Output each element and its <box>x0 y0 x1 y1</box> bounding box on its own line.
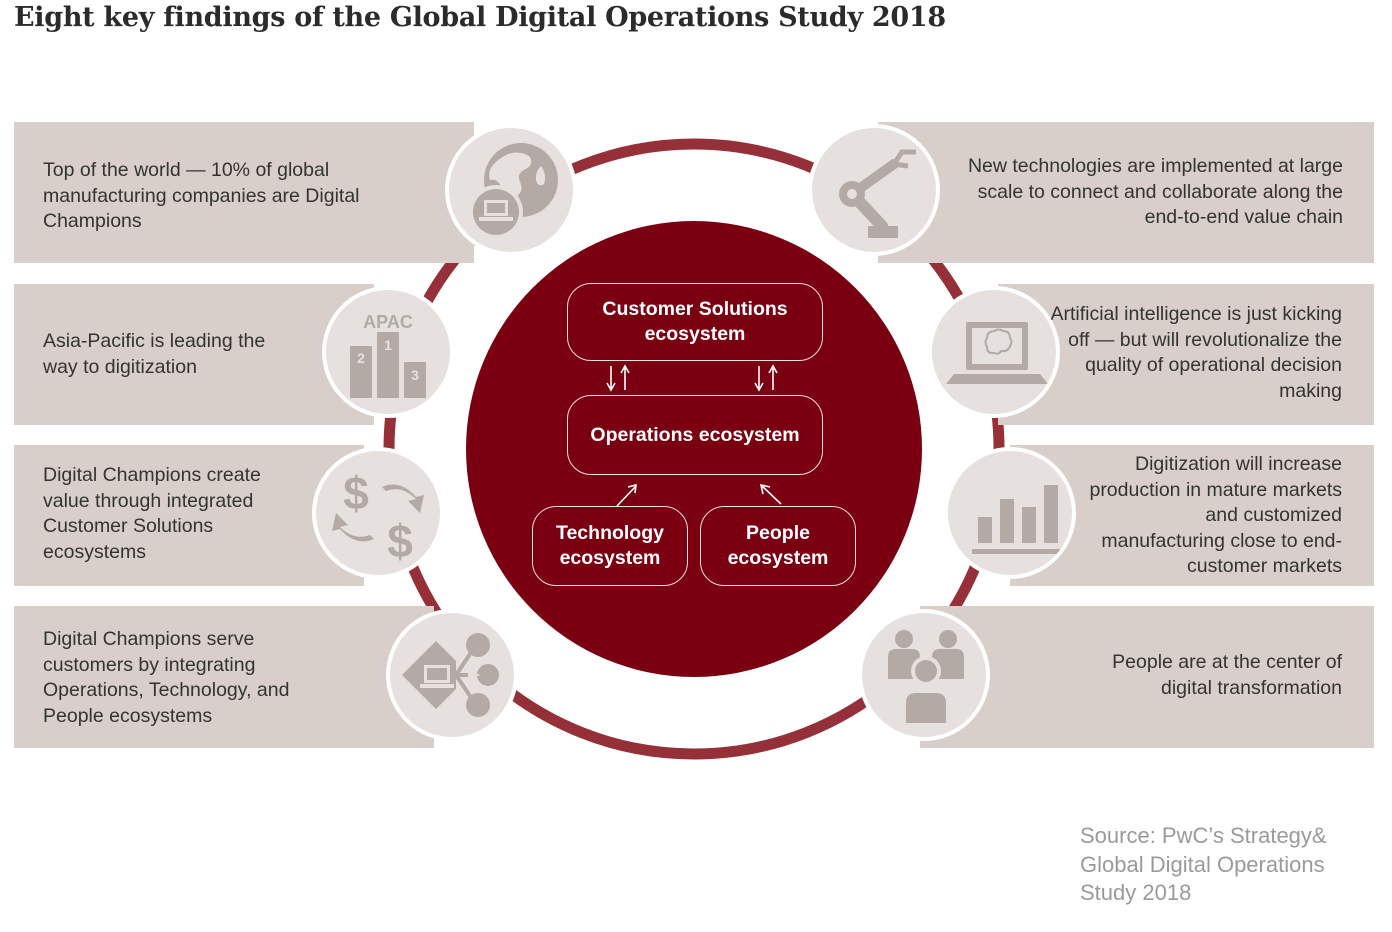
flow-arrows <box>606 364 782 507</box>
finding-text-right-1: New technologies are implemented at larg… <box>967 155 1343 228</box>
core-circle <box>466 221 922 677</box>
svg-text:1: 1 <box>384 337 392 353</box>
people-ecosystem-box: People ecosystem <box>700 506 856 586</box>
finding-icon-right-1 <box>808 124 940 256</box>
finding-icon-right-2 <box>928 286 1060 418</box>
finding-panel-left-4 <box>14 606 434 748</box>
finding-text-right-4: People are at the center of digital tran… <box>1112 651 1342 699</box>
svg-text:APAC: APAC <box>363 312 413 332</box>
apac-podium-icon: APAC 2 1 3 <box>350 312 426 398</box>
finding-text-left-4: Digital Champions serve customers by int… <box>43 628 290 727</box>
finding-text-left-1: Top of the world — 10% of global manufac… <box>43 159 360 232</box>
page-title: Eight key findings of the Global Digital… <box>14 2 946 33</box>
bar-chart-icon <box>972 485 1064 554</box>
finding-panel-left-2 <box>14 284 374 425</box>
finding-icon-left-1 <box>445 124 577 256</box>
svg-text:$: $ <box>343 467 369 519</box>
customer-solutions-ecosystem-box: Customer Solutions ecosystem <box>567 283 823 361</box>
finding-text-left-2: Asia-Pacific is leading the way to digit… <box>43 330 266 378</box>
finding-icon-left-4 <box>386 609 518 741</box>
finding-icon-right-4 <box>858 609 990 741</box>
dollar-exchange-icon: $ $ <box>332 467 424 567</box>
finding-panel-left-1 <box>14 122 474 263</box>
laptop-network-icon <box>402 633 499 717</box>
globe-laptop-icon <box>469 143 558 239</box>
finding-icon-right-3 <box>944 447 1076 579</box>
finding-panel-right-2 <box>998 284 1374 425</box>
finding-panel-left-3 <box>14 445 364 586</box>
laptop-brain-icon <box>946 322 1048 384</box>
finding-panel-right-1 <box>878 122 1374 263</box>
operations-ecosystem-box: Operations ecosystem <box>567 395 823 475</box>
technology-ecosystem-box: Technology ecosystem <box>532 506 688 586</box>
finding-text-right-2: Artificial intelligence is just kicking … <box>1050 303 1342 402</box>
finding-text-left-3: Digital Champions create value through i… <box>43 464 261 563</box>
people-group-icon <box>888 630 964 725</box>
source-note: Source: PwC’s Strategy& Global Digital O… <box>1080 823 1327 905</box>
robot-arm-icon <box>839 149 916 238</box>
svg-text:2: 2 <box>357 350 365 366</box>
finding-panel-right-4 <box>920 606 1374 748</box>
svg-text:3: 3 <box>411 367 419 383</box>
svg-text:$: $ <box>387 515 413 567</box>
finding-text-right-3: Digitization will increase production in… <box>1089 453 1342 577</box>
finding-icon-left-2: APAC 2 1 3 <box>322 286 454 418</box>
finding-icon-left-3: $ $ <box>312 447 444 579</box>
